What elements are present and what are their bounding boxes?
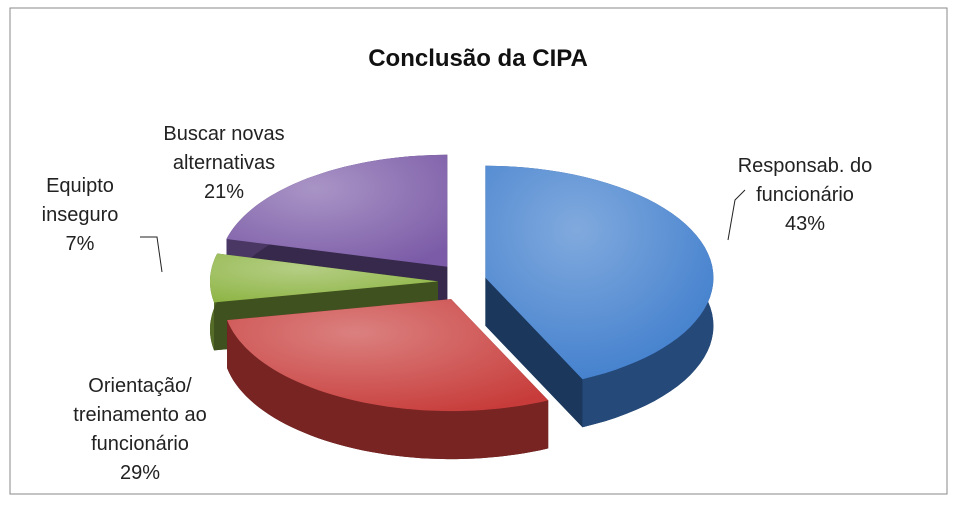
slice-label: Equipto inseguro	[42, 175, 119, 226]
slice-label: Orientação/treinamento ao funcionário	[73, 375, 206, 455]
slice-highlight	[227, 299, 549, 412]
labels: Responsab. do funcionário 43% Orientação/tr…	[42, 123, 873, 484]
slice-highlight	[485, 165, 714, 380]
leader-line	[727, 189, 746, 241]
leader-line	[140, 236, 163, 273]
slice-highlight	[210, 253, 438, 303]
slice-highlight	[226, 154, 448, 267]
slice-side	[227, 320, 549, 460]
value-label: 43%	[785, 213, 825, 235]
slice-label: Buscar novas alternativas	[163, 123, 284, 174]
value-label: 29%	[120, 462, 160, 484]
value-label: 21%	[204, 181, 244, 203]
pie	[210, 154, 714, 460]
value-label: 7%	[66, 233, 95, 255]
slice-wall	[485, 277, 583, 428]
slice-label: Responsab. do funcionário	[738, 155, 873, 206]
chart-title: Conclusão da CIPA	[368, 45, 588, 72]
